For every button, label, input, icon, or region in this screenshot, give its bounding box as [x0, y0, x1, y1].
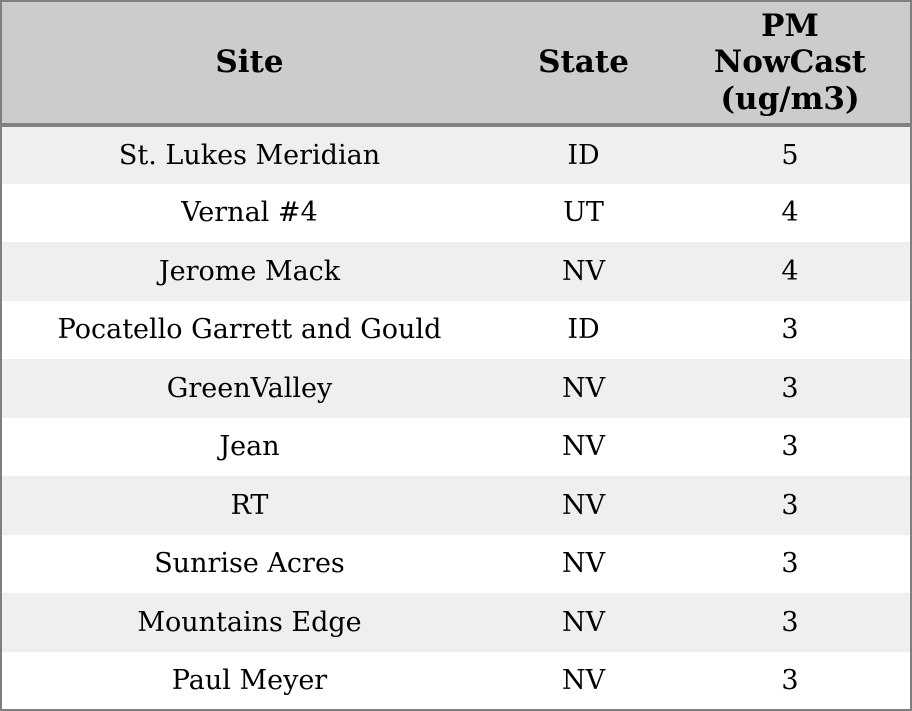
pm-nowcast-column-header: PM NowCast (ug/m3): [670, 1, 911, 127]
table-row: Vernal #4 UT 4: [1, 183, 911, 242]
site-cell: Vernal #4: [181, 197, 318, 229]
site-cell: Jerome Mack: [158, 255, 341, 287]
site-cell: RT: [230, 489, 269, 521]
state-cell: UT: [563, 197, 604, 229]
site-column-header-label: Site: [215, 44, 284, 81]
header-row: Site State PM NowCast (ug/m3): [1, 1, 911, 127]
pm-nowcast-cell: 3: [781, 606, 799, 638]
table-body: St. Lukes Meridian ID 5 Vernal #4 UT 4 J…: [1, 125, 911, 710]
table-row: Jerome Mack NV 4: [1, 242, 911, 301]
pm-nowcast-column-header-label: PM NowCast (ug/m3): [713, 7, 867, 117]
site-cell: Sunrise Acres: [154, 548, 345, 580]
site-cell: Jean: [219, 431, 280, 463]
state-cell: NV: [561, 664, 606, 696]
table-row: Paul Meyer NV 3: [1, 651, 911, 710]
site-cell: GreenValley: [166, 372, 333, 404]
state-cell: NV: [561, 255, 606, 287]
state-cell: NV: [561, 489, 606, 521]
pm-nowcast-cell: 3: [781, 372, 799, 404]
pm-nowcast-cell: 3: [781, 548, 799, 580]
table-row: Pocatello Garrett and Gould ID 3: [1, 300, 911, 359]
pm-nowcast-cell: 3: [781, 431, 799, 463]
pm-nowcast-cell: 4: [781, 197, 799, 229]
site-cell: St. Lukes Meridian: [118, 139, 381, 171]
site-cell: Mountains Edge: [137, 606, 362, 638]
state-cell: ID: [567, 314, 600, 346]
site-column-header: Site: [1, 1, 497, 127]
site-cell: Pocatello Garrett and Gould: [57, 314, 442, 346]
pm-nowcast-cell: 3: [781, 489, 799, 521]
state-cell: NV: [561, 606, 606, 638]
state-cell: NV: [561, 548, 606, 580]
table-row: Sunrise Acres NV 3: [1, 534, 911, 593]
pm-nowcast-cell: 5: [781, 139, 799, 171]
state-cell: NV: [561, 372, 606, 404]
table-row: RT NV 3: [1, 476, 911, 535]
table-row: Jean NV 3: [1, 417, 911, 476]
table-header: Site State PM NowCast (ug/m3): [1, 1, 911, 127]
table-row: St. Lukes Meridian ID 5: [1, 125, 911, 184]
state-column-header: State: [497, 1, 670, 127]
pm-nowcast-cell: 3: [781, 314, 799, 346]
pm-nowcast-cell: 3: [781, 664, 799, 696]
table-row: Mountains Edge NV 3: [1, 593, 911, 652]
table-row: GreenValley NV 3: [1, 359, 911, 418]
state-cell: ID: [567, 139, 600, 171]
site-cell: Paul Meyer: [171, 664, 328, 696]
pm-nowcast-cell: 4: [781, 255, 799, 287]
state-cell: NV: [561, 431, 606, 463]
state-column-header-label: State: [538, 44, 629, 81]
